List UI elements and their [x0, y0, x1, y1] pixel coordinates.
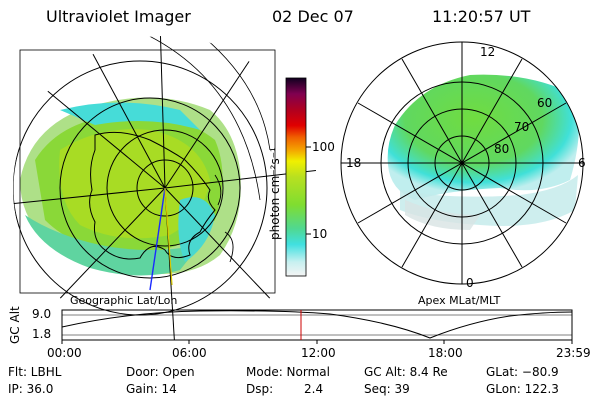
geo-blue-line	[149, 187, 166, 291]
orbit-ytick-bottom: 1.8	[32, 327, 52, 341]
geo-yellow-line	[164, 187, 173, 286]
coastline	[89, 131, 216, 260]
instrument-title: Ultraviolet Imager	[46, 7, 191, 26]
info-mode: Mode: Normal	[246, 365, 330, 379]
mlt-label-6: 6	[578, 156, 586, 170]
mag-caption: Apex MLat/MLT	[418, 294, 501, 307]
mag-grid	[340, 41, 584, 285]
info-dsp-label: Dsp:	[246, 382, 274, 396]
info-gc-alt: GC Alt: 8.4 Re	[364, 365, 448, 379]
colorbar	[285, 77, 307, 277]
colorbar-tick-10: 10	[312, 227, 328, 241]
info-door: Door: Open	[126, 365, 195, 379]
date-label: 02 Dec 07	[272, 7, 354, 26]
orbit-altitude-curve	[61, 310, 573, 339]
geo-frame	[19, 49, 276, 294]
mlt-label-0: 0	[466, 276, 474, 290]
orbit-ylabel: GC Alt	[8, 306, 22, 344]
orbit-xtick: 23:59	[556, 346, 591, 360]
colorbar-tick-100: 100	[312, 140, 335, 154]
info-glon: GLon: 122.3	[486, 382, 559, 396]
orbit-xtick: 18:00	[428, 346, 463, 360]
colorbar-unit-label: photon cm⁻²s⁻¹	[268, 147, 282, 240]
info-seq: Seq: 39	[364, 382, 410, 396]
mlt-label-12: 12	[480, 45, 496, 59]
mlat-label-80: 80	[494, 142, 510, 156]
time-label: 11:20:57 UT	[432, 7, 531, 26]
geo-image	[20, 97, 241, 276]
info-gain: Gain: 14	[126, 382, 177, 396]
mlt-label-18: 18	[346, 156, 362, 170]
info-flt: Flt: LBHL	[8, 365, 62, 379]
info-ip: IP: 36.0	[8, 382, 54, 396]
mlat-label-70: 70	[514, 120, 530, 134]
mlat-label-60: 60	[537, 96, 553, 110]
info-glat: GLat: −80.9	[486, 365, 559, 379]
orbit-ytick-top: 9.0	[32, 307, 52, 321]
orbit-xtick: 00:00	[47, 346, 82, 360]
orbit-xtick: 12:00	[301, 346, 336, 360]
info-dsp-value: 2.4	[304, 382, 324, 396]
orbit-xtick: 06:00	[172, 346, 207, 360]
geo-caption: Geographic Lat/Lon	[70, 294, 178, 307]
